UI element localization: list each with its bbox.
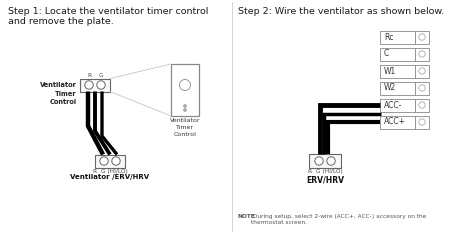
Text: Ventilator
Timer
Control: Ventilator Timer Control xyxy=(170,118,200,137)
Text: ERV/HRV: ERV/HRV xyxy=(306,175,344,185)
Circle shape xyxy=(97,81,105,89)
Text: Step 2: Wire the ventilator as shown below.: Step 2: Wire the ventilator as shown bel… xyxy=(238,7,444,16)
Circle shape xyxy=(419,34,425,40)
Bar xyxy=(380,116,415,129)
Circle shape xyxy=(100,157,108,165)
Text: Step 1: Locate the ventilator timer control
and remove the plate.: Step 1: Locate the ventilator timer cont… xyxy=(8,7,209,26)
Bar xyxy=(309,154,341,168)
Bar xyxy=(415,82,429,95)
Circle shape xyxy=(419,102,425,108)
Bar xyxy=(380,82,415,95)
Text: Ventilator /ERV/HRV: Ventilator /ERV/HRV xyxy=(71,175,150,181)
Text: R: R xyxy=(87,73,91,78)
Circle shape xyxy=(419,119,425,125)
Text: ACC+: ACC+ xyxy=(384,117,406,127)
Text: G: G xyxy=(99,73,103,78)
Circle shape xyxy=(419,68,425,74)
Bar xyxy=(380,99,415,112)
Bar xyxy=(415,116,429,129)
Bar xyxy=(415,65,429,78)
Text: R  G (HI/LO): R G (HI/LO) xyxy=(308,169,342,175)
Circle shape xyxy=(419,51,425,57)
Circle shape xyxy=(85,81,93,89)
Bar xyxy=(415,48,429,61)
Bar xyxy=(415,31,429,44)
Circle shape xyxy=(184,109,186,111)
Text: W2: W2 xyxy=(384,83,396,93)
Text: W1: W1 xyxy=(384,66,396,75)
Bar xyxy=(380,31,415,44)
Bar xyxy=(80,79,110,92)
Circle shape xyxy=(315,157,323,165)
Circle shape xyxy=(327,157,335,165)
Text: During setup, select 2-wire (ACC+, ACC-) accessory on the
thermostat screen.: During setup, select 2-wire (ACC+, ACC-)… xyxy=(251,214,427,225)
Text: R  G (HI/LO): R G (HI/LO) xyxy=(92,169,128,174)
Text: ACC-: ACC- xyxy=(384,100,402,110)
Bar xyxy=(380,48,415,61)
Bar xyxy=(380,65,415,78)
Bar xyxy=(415,99,429,112)
Text: Ventilator
Timer
Control: Ventilator Timer Control xyxy=(40,82,77,105)
Bar xyxy=(171,64,199,116)
Circle shape xyxy=(419,85,425,91)
Circle shape xyxy=(112,157,120,165)
Text: NOTE: NOTE xyxy=(238,214,256,219)
Circle shape xyxy=(184,105,186,107)
Text: C: C xyxy=(384,49,389,58)
Bar xyxy=(95,154,125,168)
Text: Rc: Rc xyxy=(384,32,393,41)
